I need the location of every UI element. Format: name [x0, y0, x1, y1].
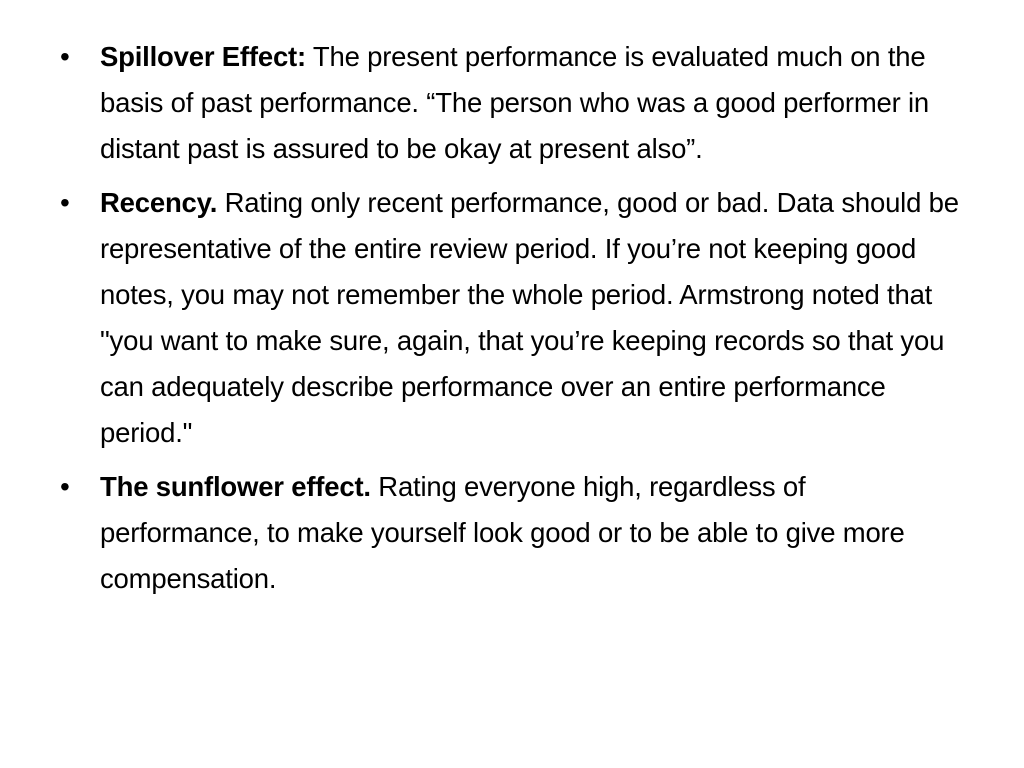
bullet-text: Rating everyone high, regardless of perf…	[100, 471, 905, 594]
bullet-text: The present performance is evaluated muc…	[100, 41, 930, 164]
bullet-item: Spillover Effect: The present performanc…	[60, 34, 970, 172]
bullet-list: Spillover Effect: The present performanc…	[60, 34, 970, 610]
bullet-item: Recency. Rating only recent performance,…	[60, 180, 970, 456]
bullet-term: Spillover Effect:	[100, 41, 306, 72]
bullet-term: Recency.	[100, 187, 218, 218]
bullet-text: Rating only recent performance, good or …	[100, 187, 959, 448]
bullet-term: The sunflower effect.	[100, 471, 371, 502]
bullet-item: The sunflower effect. Rating everyone hi…	[60, 464, 970, 602]
